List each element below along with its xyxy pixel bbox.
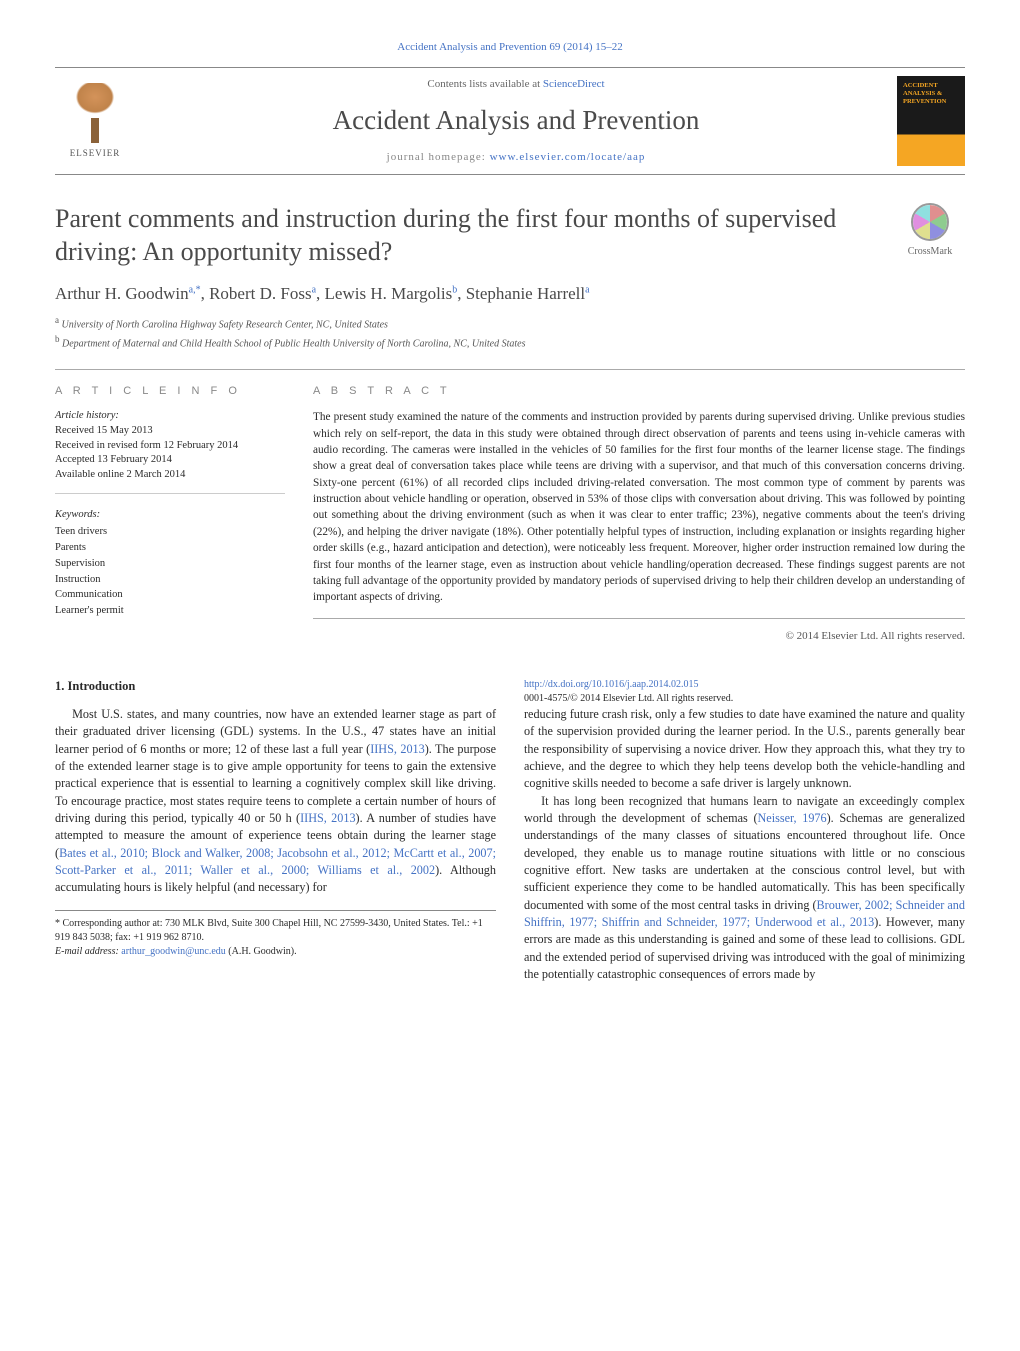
running-header: Accident Analysis and Prevention 69 (201… [55,40,965,55]
affiliation-b: b Department of Maternal and Child Healt… [55,333,965,351]
journal-cover-text: ACCIDENT ANALYSIS & PREVENTION [903,82,965,105]
keyword: Learner's permit [55,603,285,619]
elsevier-tree-icon [65,83,125,143]
citation-link[interactable]: Bates et al., 2010; Block and Walker, 20… [55,846,496,877]
masthead: ELSEVIER Contents lists available at Sci… [55,67,965,175]
keyword-list: Teen drivers Parents Supervision Instruc… [55,524,285,619]
body-paragraph: It has long been recognized that humans … [524,793,965,984]
keyword: Instruction [55,572,285,588]
journal-homepage-line: journal homepage: www.elsevier.com/locat… [149,150,883,165]
keyword: Communication [55,587,285,603]
abstract-column: A B S T R A C T The present study examin… [313,384,965,644]
body-text: 1. Introduction Most U.S. states, and ma… [55,678,965,983]
keyword: Supervision [55,556,285,572]
contents-available-line: Contents lists available at ScienceDirec… [149,77,883,92]
body-paragraph: reducing future crash risk, only a few s… [524,706,965,793]
article-info-column: A R T I C L E I N F O Article history: R… [55,384,285,644]
issn-copyright: 0001-4575/© 2014 Elsevier Ltd. All right… [524,693,733,704]
citation-link[interactable]: IIHS, 2013 [370,742,425,756]
journal-title: Accident Analysis and Prevention [149,102,883,140]
footnote-corr: * Corresponding author at: 730 MLK Blvd,… [55,917,496,945]
journal-homepage-link[interactable]: www.elsevier.com/locate/aap [490,151,646,163]
authors-line: Arthur H. Goodwina,*, Robert D. Fossa, L… [55,282,965,306]
history-online: Available online 2 March 2014 [55,468,285,483]
publisher-name: ELSEVIER [70,147,121,160]
citation-link[interactable]: Neisser, 1976 [758,811,827,825]
crossmark-badge[interactable]: CrossMark [895,203,965,259]
author-email-link[interactable]: arthur_goodwin@unc.edu [121,946,225,957]
abstract-heading: A B S T R A C T [313,384,965,399]
publisher-logo: ELSEVIER [55,76,135,166]
keyword: Teen drivers [55,524,285,540]
history-accepted: Accepted 13 February 2014 [55,453,285,468]
footnote-email-line: E-mail address: arthur_goodwin@unc.edu (… [55,945,496,959]
article-info-heading: A R T I C L E I N F O [55,384,285,399]
corresponding-author-footnote: * Corresponding author at: 730 MLK Blvd,… [55,910,496,959]
keywords-label: Keywords: [55,508,285,523]
abstract-copyright: © 2014 Elsevier Ltd. All rights reserved… [313,629,965,644]
crossmark-label: CrossMark [908,246,952,257]
body-paragraph: Most U.S. states, and many countries, no… [55,706,496,897]
history-received: Received 15 May 2013 [55,424,285,439]
article-history: Article history: Received 15 May 2013 Re… [55,409,285,493]
history-label: Article history: [55,409,285,424]
keyword: Parents [55,540,285,556]
crossmark-icon [911,203,949,241]
affiliation-a: a University of North Carolina Highway S… [55,314,965,332]
section-heading: 1. Introduction [55,678,496,696]
contents-prefix: Contents lists available at [427,78,542,90]
abstract-text: The present study examined the nature of… [313,409,965,619]
history-revised: Received in revised form 12 February 201… [55,439,285,454]
journal-cover-thumb: ACCIDENT ANALYSIS & PREVENTION [897,76,965,166]
article-title: Parent comments and instruction during t… [55,203,875,268]
homepage-prefix: journal homepage: [387,151,490,163]
masthead-center: Contents lists available at ScienceDirec… [149,77,883,166]
doi-block: http://dx.doi.org/10.1016/j.aap.2014.02.… [524,678,965,706]
doi-link[interactable]: http://dx.doi.org/10.1016/j.aap.2014.02.… [524,679,699,690]
affiliations: a University of North Carolina Highway S… [55,314,965,351]
citation-link[interactable]: IIHS, 2013 [300,811,355,825]
sciencedirect-link[interactable]: ScienceDirect [543,78,605,90]
